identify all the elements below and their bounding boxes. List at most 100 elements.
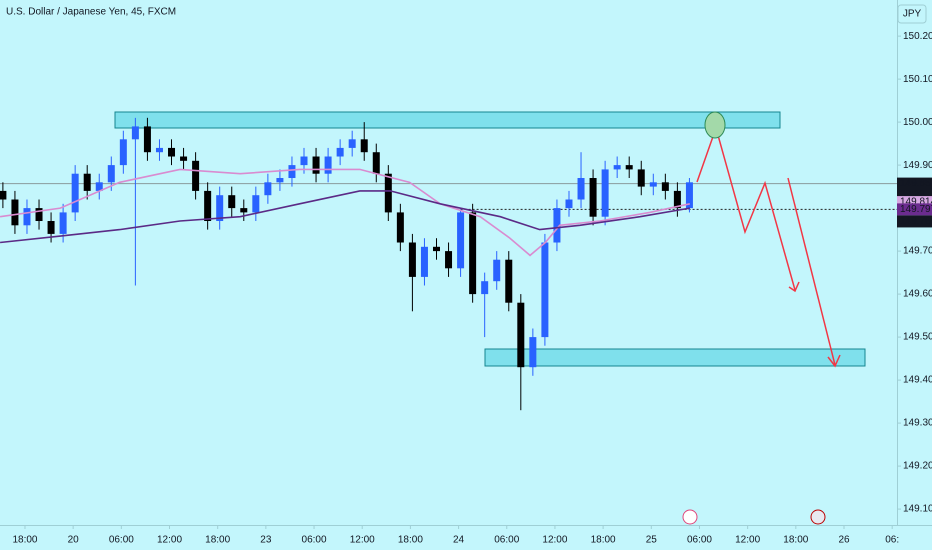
candle-body <box>312 156 320 174</box>
x-tick-label: 12:00 <box>735 535 760 546</box>
candle-body <box>300 156 308 166</box>
candle-body <box>372 152 380 174</box>
x-tick-label: 06:00 <box>494 535 519 546</box>
candle-body <box>240 208 248 213</box>
candle-body <box>445 251 453 269</box>
x-tick-label: 18:00 <box>12 535 37 546</box>
candle-body <box>493 259 501 282</box>
x-tick-label: 06: <box>885 535 899 546</box>
candle-body <box>204 190 212 222</box>
moving-average <box>0 190 690 244</box>
candle-body <box>155 147 163 153</box>
event-icon[interactable] <box>682 509 698 525</box>
x-tick-label: 25 <box>646 535 658 546</box>
y-tick-label: 149.400 <box>903 375 932 386</box>
candle-body <box>348 139 356 148</box>
candle-body <box>565 199 573 209</box>
candle-body <box>625 165 633 170</box>
candle-body <box>360 139 368 153</box>
candle-body <box>47 221 55 234</box>
candle-body <box>469 212 477 295</box>
price-label: 149.797 <box>900 204 932 215</box>
x-tick-label: 12:00 <box>157 535 182 546</box>
y-tick-label: 150.100 <box>903 74 932 85</box>
candle-body <box>637 169 645 187</box>
candle-body <box>685 182 693 209</box>
candle-body <box>649 182 657 187</box>
candle-body <box>119 139 127 166</box>
x-tick-label: 18:00 <box>398 535 423 546</box>
x-tick-label: 24 <box>453 535 465 546</box>
y-tick-label: 149.200 <box>903 461 932 472</box>
candle-body <box>23 208 31 226</box>
arrow-head <box>788 281 800 293</box>
candle-body <box>35 208 43 222</box>
price-label: 149.814 <box>900 197 932 208</box>
x-tick-label: 18:00 <box>205 535 230 546</box>
candle-body <box>457 212 465 269</box>
x-tick-label: 06:00 <box>687 535 712 546</box>
candle-body <box>71 173 79 213</box>
currency-button[interactable] <box>897 4 927 24</box>
candle-body <box>384 173 392 213</box>
candle-body <box>661 182 669 191</box>
y-tick-label: 149.700 <box>903 246 932 257</box>
candle-body <box>324 156 332 174</box>
arrow-head <box>827 354 841 368</box>
y-tick-label: 149.300 <box>903 418 932 429</box>
candle-body <box>541 242 549 338</box>
candle-body <box>553 208 561 243</box>
x-tick-label: 18:00 <box>783 535 808 546</box>
candle-body <box>396 212 404 243</box>
candle-body <box>228 195 236 209</box>
candle-body <box>577 178 585 200</box>
y-tick-label: 149.900 <box>903 160 932 171</box>
candle-body <box>11 199 19 226</box>
candle-body <box>336 147 344 157</box>
x-tick-label: 12:00 <box>350 535 375 546</box>
currency[interactable]: JPY <box>903 9 922 20</box>
candle-body <box>131 126 139 140</box>
x-tick-label: 06:00 <box>302 535 327 546</box>
y-tick-label: 150.200 <box>903 31 932 42</box>
price-label-box <box>897 215 932 228</box>
plot <box>0 117 897 411</box>
candle-body <box>264 182 272 196</box>
candle-body <box>0 190 7 200</box>
x-tick-label: 06:00 <box>109 535 134 546</box>
candle-body <box>601 169 609 217</box>
candle-body <box>168 147 176 157</box>
chart-title: U.S. Dollar / Japanese Yen, 45, FXCM <box>6 7 176 18</box>
support-zone <box>484 348 866 367</box>
price-label-box <box>897 203 932 216</box>
candle-body <box>481 281 489 295</box>
candle-body <box>420 246 428 277</box>
candle-body <box>143 126 151 153</box>
candle-body <box>589 178 597 217</box>
resistance-zone <box>114 111 781 129</box>
candle-body <box>517 302 525 368</box>
candle-body <box>216 195 224 222</box>
candle-body <box>180 156 188 161</box>
projection-path <box>787 177 836 366</box>
x-tick-label: 12:00 <box>542 535 567 546</box>
candle-body <box>83 173 91 191</box>
candle-body <box>107 165 115 183</box>
candle-body <box>192 160 200 191</box>
candle-body <box>408 242 416 277</box>
y-tick-label: 149.100 <box>903 504 932 515</box>
price-label: 149.857 <box>900 178 932 189</box>
candle-body <box>95 182 103 191</box>
candle-body <box>529 337 537 368</box>
y-tick-label: 150.000 <box>903 117 932 128</box>
candle-body <box>432 246 440 252</box>
x-tick-label: 20 <box>68 535 80 546</box>
candle-body <box>59 212 67 234</box>
candle-body <box>505 259 513 303</box>
countdown: 39:29 <box>900 189 925 200</box>
target-circle <box>704 111 726 139</box>
flag-icon[interactable] <box>810 509 826 525</box>
y-tick-label: 149.500 <box>903 332 932 343</box>
